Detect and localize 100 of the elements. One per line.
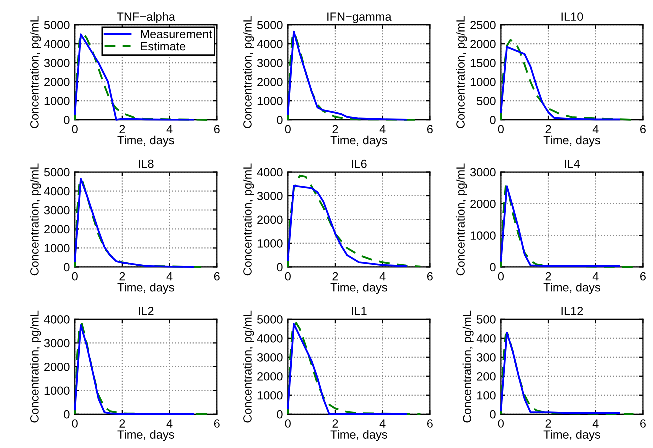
y-tick-label: 200 bbox=[477, 372, 496, 381]
y-tick-label: 3000 bbox=[470, 168, 496, 177]
x-tick-label: 2 bbox=[332, 420, 338, 428]
y-tick-label: 1000 bbox=[44, 386, 70, 396]
y-tick-label: 1000 bbox=[44, 97, 70, 106]
y-tick-label: 1000 bbox=[470, 232, 496, 240]
x-axis-title: Time, days bbox=[544, 283, 600, 294]
x-tick-label: 0 bbox=[498, 125, 504, 134]
x-tick-label: 2 bbox=[120, 420, 126, 428]
x-tick-label: 2 bbox=[120, 272, 126, 281]
x-tick-label: 2 bbox=[120, 125, 126, 134]
y-tick-label: 4000 bbox=[257, 168, 283, 177]
x-tick-label: 4 bbox=[166, 420, 173, 428]
x-axis-title: Time, days bbox=[544, 430, 600, 442]
x-tick-label: 6 bbox=[214, 125, 220, 134]
x-tick-label: 0 bbox=[285, 125, 291, 134]
y-tick-label: 5000 bbox=[44, 168, 70, 177]
x-axis-title: Time, days bbox=[118, 430, 174, 442]
y-tick-label: 1000 bbox=[258, 240, 283, 248]
chart-title: IL10 bbox=[562, 12, 584, 22]
x-tick-label: 0 bbox=[285, 420, 291, 428]
y-tick-label: 0 bbox=[64, 410, 70, 419]
x-tick-label: 6 bbox=[427, 125, 433, 134]
x-tick-label: 6 bbox=[214, 420, 220, 428]
legend-label: Estimate bbox=[141, 42, 186, 51]
y-axis-title: Concentration, pg/mL bbox=[243, 16, 254, 128]
y-tick-label: 1000 bbox=[44, 244, 70, 253]
y-axis-title: Concentration, pg/mL bbox=[243, 164, 254, 276]
chart-title: IL4 bbox=[565, 160, 580, 168]
x-tick-label: 6 bbox=[640, 420, 646, 428]
y-tick-label: 3000 bbox=[257, 353, 283, 362]
x-tick-label: 0 bbox=[498, 420, 504, 428]
y-axis-title: Concentration, pg/mL bbox=[456, 164, 468, 276]
y-axis-title: Concentration, pg/mL bbox=[462, 310, 474, 423]
x-tick-label: 4 bbox=[380, 125, 386, 134]
x-tick-label: 0 bbox=[72, 125, 78, 134]
x-tick-label: 6 bbox=[214, 272, 220, 281]
x-axis-title: Time, days bbox=[544, 136, 600, 147]
y-axis-title: Concentration, pg/mL bbox=[456, 16, 468, 128]
y-tick-label: 0 bbox=[64, 116, 70, 124]
legend-label: Measurement bbox=[141, 30, 212, 38]
x-tick-label: 6 bbox=[640, 272, 646, 281]
y-tick-label: 500 bbox=[477, 97, 496, 106]
line-series bbox=[500, 46, 620, 121]
y-tick-label: 4000 bbox=[257, 40, 283, 48]
y-tick-label: 2000 bbox=[258, 78, 283, 86]
x-tick-label: 2 bbox=[546, 272, 552, 281]
chart-title: IL8 bbox=[138, 160, 154, 168]
y-tick-label: 1000 bbox=[470, 78, 496, 86]
y-tick-label: 3000 bbox=[44, 206, 70, 215]
y-axis-title: Concentration, pg/mL bbox=[30, 310, 42, 423]
y-tick-label: 2500 bbox=[470, 21, 496, 30]
x-tick-label: 2 bbox=[546, 125, 552, 134]
y-tick-label: 0 bbox=[277, 116, 283, 124]
chart-title: IL1 bbox=[352, 307, 367, 316]
chart-title: IL6 bbox=[352, 160, 367, 168]
x-tick-label: 6 bbox=[427, 272, 433, 281]
x-axis-title: Time, days bbox=[330, 136, 388, 147]
y-tick-label: 5000 bbox=[257, 21, 283, 30]
y-tick-label: 4000 bbox=[44, 315, 70, 324]
line-series bbox=[287, 174, 422, 268]
y-axis-title: Concentration, pg/mL bbox=[30, 164, 42, 276]
y-tick-label: 5000 bbox=[257, 315, 283, 324]
y-tick-label: 2000 bbox=[44, 225, 70, 234]
y-tick-label: 3000 bbox=[257, 192, 283, 200]
y-tick-label: 3000 bbox=[44, 339, 70, 348]
y-tick-label: 4000 bbox=[44, 40, 70, 48]
y-tick-label: 100 bbox=[478, 391, 496, 400]
x-axis-title: Time, days bbox=[118, 136, 174, 147]
y-tick-label: 2000 bbox=[470, 40, 496, 48]
y-tick-label: 0 bbox=[277, 263, 283, 272]
y-tick-label: 300 bbox=[477, 353, 496, 362]
y-tick-label: 1000 bbox=[258, 97, 283, 106]
y-tick-label: 2000 bbox=[258, 216, 283, 224]
y-tick-label: 0 bbox=[490, 116, 496, 124]
x-tick-label: 4 bbox=[592, 125, 599, 134]
x-tick-label: 0 bbox=[285, 272, 291, 281]
y-tick-label: 4000 bbox=[257, 334, 283, 343]
y-tick-label: 0 bbox=[490, 410, 496, 419]
y-tick-label: 2000 bbox=[258, 372, 283, 381]
y-axis-title: Concentration, pg/mL bbox=[243, 310, 254, 423]
x-tick-label: 4 bbox=[166, 272, 173, 281]
line-series bbox=[287, 185, 408, 268]
y-tick-label: 1500 bbox=[470, 59, 496, 68]
x-tick-label: 0 bbox=[72, 272, 78, 281]
x-tick-label: 0 bbox=[498, 272, 504, 281]
y-tick-label: 0 bbox=[64, 263, 70, 272]
x-axis-title: Time, days bbox=[118, 283, 174, 294]
y-axis-title: Concentration, pg/mL bbox=[30, 16, 42, 128]
x-tick-label: 4 bbox=[166, 125, 173, 134]
x-tick-label: 4 bbox=[592, 272, 599, 281]
y-tick-label: 5000 bbox=[44, 21, 70, 30]
y-tick-label: 0 bbox=[277, 410, 283, 419]
x-tick-label: 6 bbox=[427, 420, 433, 428]
y-tick-label: 0 bbox=[490, 263, 496, 272]
x-tick-label: 0 bbox=[72, 420, 78, 428]
chart-title: IL2 bbox=[138, 307, 154, 316]
y-tick-label: 1000 bbox=[258, 391, 283, 400]
x-axis-title: Time, days bbox=[330, 430, 388, 442]
x-tick-label: 4 bbox=[380, 420, 386, 428]
